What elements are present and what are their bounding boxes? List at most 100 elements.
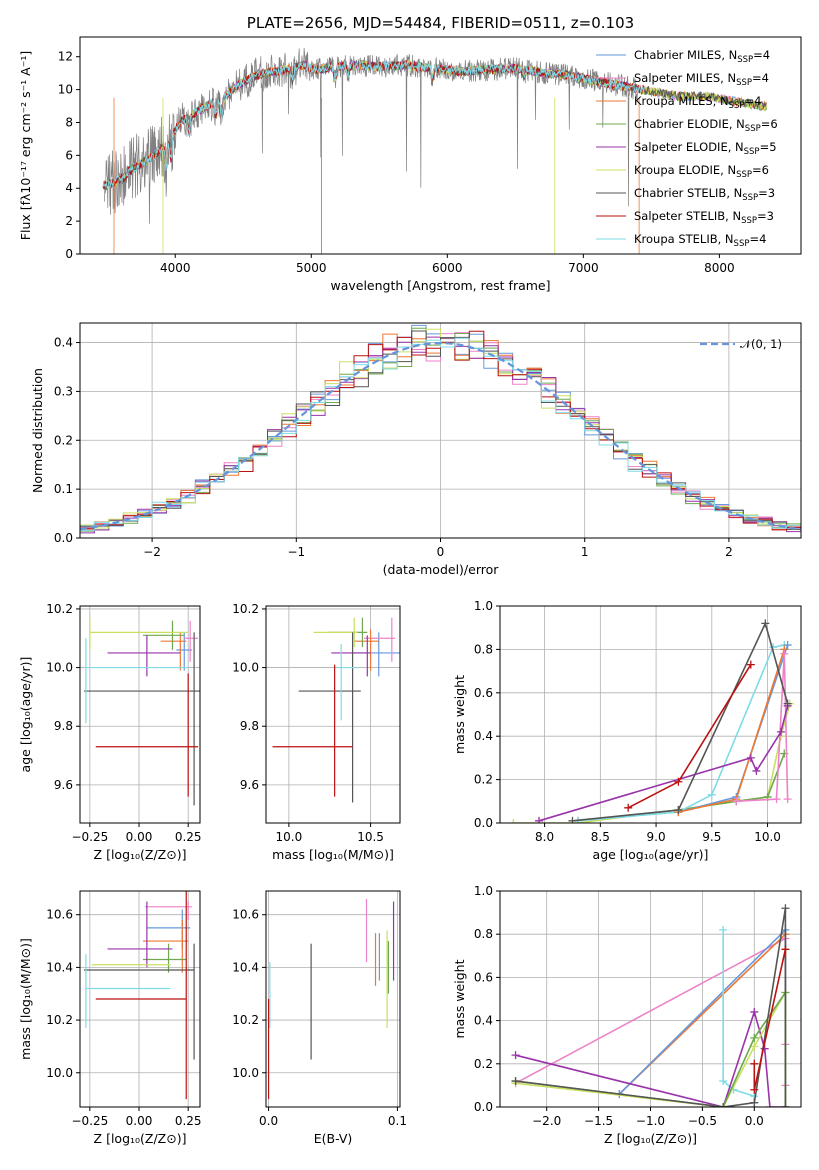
grid [80, 606, 200, 823]
x-axis-label: (data-model)/error [383, 562, 500, 577]
y-tick-label: 0.0 [54, 531, 73, 545]
spectrum-model-9 [102, 60, 645, 189]
weight-marker [776, 727, 785, 736]
legend-entry: Chabrier MILES, NSSP=4 [634, 48, 770, 65]
x-tick-label: 0 [437, 545, 445, 559]
weight-marker [781, 945, 790, 954]
x-tick-label: 8.0 [535, 830, 554, 844]
legend-entry: Salpeter STELIB, NSSP=3 [634, 209, 774, 226]
legend-tail: =3 [757, 209, 774, 223]
legend-tail: =4 [744, 94, 761, 108]
plot-area [83, 617, 200, 806]
y-axis-label: mass weight [452, 959, 467, 1038]
weight-marker [674, 805, 683, 814]
weight-marker [750, 1059, 759, 1068]
panel-mass-vs-z: −0.25 0.00 0.25 10.0 10.2 10.4 10.6 Z [log₁₀(Z/… [18, 890, 202, 1146]
x-tick-label: 7000 [568, 261, 599, 275]
legend-subscript: SSP [737, 55, 753, 65]
error-point [184, 620, 199, 662]
error-point [85, 638, 189, 724]
x-tick-label: 0.1 [388, 1114, 407, 1128]
axes: PLATE=2656, MJD=54484, FIBERID=0511, z=0… [18, 14, 802, 293]
y-tick-label: 10.0 [46, 1066, 73, 1080]
legend-entry: Salpeter MILES, NSSP=4 [634, 71, 769, 88]
x-axis-label: Z [log₁₀(Z/Z⊙)] [604, 1131, 697, 1146]
y-axis-label: mass weight [452, 675, 467, 754]
error-point [142, 943, 187, 973]
x-axis-label: Z [log₁₀(Z/Z⊙)] [94, 1131, 187, 1146]
weight-marker [761, 619, 770, 628]
error-point [354, 629, 379, 671]
weight-marker [674, 777, 683, 786]
legend-entry: Salpeter ELODIE, NSSP=5 [634, 140, 777, 157]
legend-subscript: SSP [742, 193, 758, 203]
plot-area [267, 898, 395, 1100]
weight-line-3 [577, 644, 785, 822]
weight-line-8 [572, 621, 789, 822]
y-tick-label: 0.8 [474, 927, 493, 941]
x-tick-label: 9.5 [702, 830, 721, 844]
weight-marker [750, 1007, 759, 1016]
axes: 10.0 10.5 9.6 9.8 10.0 10.2 mass [log₁₀(M/M⊙)] [232, 602, 401, 862]
x-tick-label: −1.0 [636, 1114, 665, 1128]
y-tick-label: 0.3 [54, 384, 73, 398]
x-tick-label: 0.00 [126, 1114, 153, 1128]
weight-line-5 [678, 649, 786, 813]
axes-frame [265, 605, 401, 824]
weight-marker [535, 816, 544, 823]
legend-subscript: SSP [744, 147, 760, 157]
plot-area [272, 617, 400, 803]
legend: Chabrier MILES, NSSP=4 Salpeter MILES, NS… [596, 48, 778, 249]
axes: −0.25 0.00 0.25 9.6 9.8 10.0 10.2 Z [log₁₀(Z/Z⊙… [18, 602, 202, 862]
weight-marker [568, 816, 577, 823]
error-point [331, 635, 371, 677]
weight-line-9 [753, 949, 787, 1090]
legend: 𝒩(0, 1) [700, 337, 782, 351]
y-tick-label: 9.8 [54, 719, 73, 733]
legend-text: Salpeter STELIB, N [634, 209, 741, 223]
weight-marker [719, 925, 728, 934]
y-tick-label: 10.4 [232, 960, 259, 974]
y-tick-label: 0.2 [54, 433, 73, 447]
grid [266, 891, 400, 1107]
gaussian-curve [80, 341, 801, 531]
y-tick-label: 0.4 [474, 729, 493, 743]
y-tick-label: 0.4 [54, 336, 73, 350]
legend-tail: =4 [752, 71, 769, 85]
weight-marker [509, 819, 518, 823]
weight-marker [765, 1103, 774, 1107]
y-axis-label: Normed distribution [30, 368, 45, 493]
legend-entry: Kroupa STELIB, NSSP=4 [634, 232, 766, 249]
y-tick-label: 10.4 [46, 960, 73, 974]
x-tick-label: 1 [581, 545, 589, 559]
legend-entry: Chabrier ELODIE, NSSP=6 [634, 117, 778, 134]
error-point [146, 909, 191, 949]
y-tick-label: 0 [65, 247, 73, 261]
legend-tail: =5 [760, 140, 777, 154]
y-tick-label: 10 [58, 83, 73, 97]
legend-subscript: SSP [736, 78, 752, 88]
error-point [85, 954, 171, 1028]
x-tick-label: 10.0 [276, 830, 303, 844]
y-axis-label: Flux [fλ10⁻¹⁷ erg cm⁻² s⁻¹ A⁻¹] [18, 51, 33, 240]
x-tick-label: 4000 [160, 261, 191, 275]
panel-weight-vs-age: 8.0 8.5 9.0 9.5 10.0 0.0 0.2 0.4 0.6 0.8 1.0 age [l… [452, 599, 802, 862]
x-tick-label: 8.5 [591, 830, 610, 844]
x-tick-label: −0.25 [71, 830, 108, 844]
error-point [144, 901, 193, 920]
legend-text: Chabrier ELODIE, N [634, 117, 745, 131]
panel-mass-vs-ebv: 0.0 0.1 10.0 10.2 10.4 10.6 E(B-V) [232, 890, 407, 1146]
axes: −2.0 −1.5 −1.0 −0.5 0.0 0.0 0.2 0.4 0.6 0.8 1.0 Z [… [452, 884, 802, 1146]
weight-marker [750, 1033, 759, 1042]
x-tick-label: −0.5 [688, 1114, 717, 1128]
weight-marker [783, 795, 792, 804]
x-tick-label: 9.0 [647, 830, 666, 844]
error-point [107, 901, 173, 968]
y-axis-label: mass [log₁₀(M/M⊙)] [18, 938, 33, 1060]
y-tick-label: 1.0 [474, 599, 493, 613]
y-tick-label: 2 [65, 214, 73, 228]
x-axis-label: mass [log₁₀(M/M⊙)] [272, 847, 394, 862]
error-point [160, 632, 187, 671]
x-tick-label: 0.0 [259, 1114, 278, 1128]
error-point [83, 632, 200, 806]
